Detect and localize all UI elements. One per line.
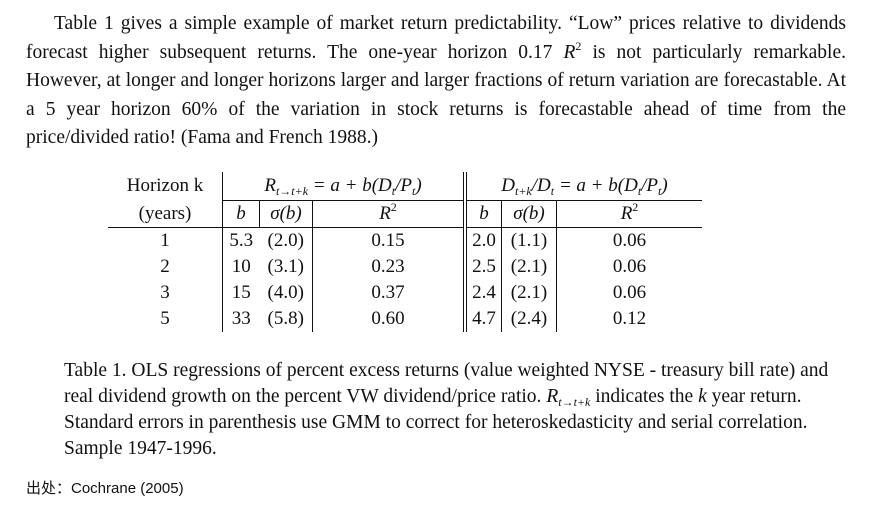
b1-cell: 15 bbox=[223, 280, 260, 306]
r2-cell: 0.06 bbox=[557, 228, 703, 255]
s2-cell: (2.1) bbox=[502, 254, 557, 280]
years-header: (years) bbox=[108, 201, 223, 228]
eq1-end: ) bbox=[415, 175, 421, 196]
s2-cell: (1.1) bbox=[502, 228, 557, 255]
b1-cell: 5.3 bbox=[223, 228, 260, 255]
b1-cell: 10 bbox=[223, 254, 260, 280]
r2-cell: 0.12 bbox=[557, 306, 703, 332]
b2-cell: 4.7 bbox=[465, 306, 502, 332]
r2-header-1-symbol: R bbox=[379, 203, 391, 224]
table-header-row-2: (years) b σ(b) R2 b σ(b) R2 bbox=[108, 201, 702, 228]
table-row: 2 10 (3.1) 0.23 2.5 (2.1) 0.06 bbox=[108, 254, 702, 280]
b1-cell: 33 bbox=[223, 306, 260, 332]
source-note: 出处：Cochrane (2005) bbox=[26, 477, 184, 498]
r1-cell: 0.23 bbox=[313, 254, 466, 280]
s2-cell: (2.1) bbox=[502, 280, 557, 306]
table-header-row-1: Horizon k Rt→t+k = a + b(Dt/Pt) Dt+k/Dt … bbox=[108, 172, 702, 201]
dividend-regression-header: Dt+k/Dt = a + b(Dt/Pt) bbox=[465, 172, 702, 201]
r2-symbol: R bbox=[564, 42, 576, 63]
eq1-rest: = a + b(D bbox=[308, 175, 392, 196]
horizon-header: Horizon k bbox=[108, 172, 223, 201]
r2-cell: 0.06 bbox=[557, 280, 703, 306]
horizon-cell: 3 bbox=[108, 280, 223, 306]
b-header-2: b bbox=[465, 201, 502, 228]
horizon-cell: 5 bbox=[108, 306, 223, 332]
r2-cell: 0.06 bbox=[557, 254, 703, 280]
eq2-mid: /D bbox=[532, 175, 551, 196]
table-caption: Table 1. OLS regressions of percent exce… bbox=[64, 358, 854, 462]
eq1-symbol: R bbox=[264, 175, 276, 196]
eq2-mid2: /P bbox=[641, 175, 658, 196]
caption-r-symbol: R bbox=[546, 386, 558, 407]
b2-cell: 2.5 bbox=[465, 254, 502, 280]
b-header-1: b bbox=[223, 201, 260, 228]
table-row: 3 15 (4.0) 0.37 2.4 (2.1) 0.06 bbox=[108, 280, 702, 306]
r1-cell: 0.37 bbox=[313, 280, 466, 306]
eq2-symbol: D bbox=[501, 175, 515, 196]
table-row: 1 5.3 (2.0) 0.15 2.0 (1.1) 0.06 bbox=[108, 228, 702, 255]
r2-header-1-sup: 2 bbox=[391, 200, 397, 214]
caption-k: k bbox=[698, 386, 707, 407]
regression-table: Horizon k Rt→t+k = a + b(Dt/Pt) Dt+k/Dt … bbox=[108, 172, 702, 332]
s1-cell: (3.1) bbox=[260, 254, 313, 280]
r2-header-2-sup: 2 bbox=[632, 200, 638, 214]
horizon-cell: 1 bbox=[108, 228, 223, 255]
sigma-header-1: σ(b) bbox=[260, 201, 313, 228]
s1-cell: (4.0) bbox=[260, 280, 313, 306]
table-row: 5 33 (5.8) 0.60 4.7 (2.4) 0.12 bbox=[108, 306, 702, 332]
eq1-sub: t→t+k bbox=[276, 184, 308, 198]
eq2-sub: t+k bbox=[515, 184, 532, 198]
r2-header-2-symbol: R bbox=[621, 203, 633, 224]
horizon-cell: 2 bbox=[108, 254, 223, 280]
s1-cell: (2.0) bbox=[260, 228, 313, 255]
b2-cell: 2.0 bbox=[465, 228, 502, 255]
eq1-mid: /P bbox=[395, 175, 412, 196]
return-regression-header: Rt→t+k = a + b(Dt/Pt) bbox=[223, 172, 466, 201]
r2-header-2: R2 bbox=[557, 201, 703, 228]
intro-paragraph: Table 1 gives a simple example of market… bbox=[26, 10, 846, 153]
eq2-end: ) bbox=[661, 175, 667, 196]
b2-cell: 2.4 bbox=[465, 280, 502, 306]
r1-cell: 0.15 bbox=[313, 228, 466, 255]
r1-cell: 0.60 bbox=[313, 306, 466, 332]
eq2-rest: = a + b(D bbox=[554, 175, 638, 196]
caption-r-sub: t→t+k bbox=[558, 395, 590, 409]
sigma-header-2: σ(b) bbox=[502, 201, 557, 228]
s1-cell: (5.8) bbox=[260, 306, 313, 332]
caption-text-2: indicates the bbox=[590, 386, 698, 407]
r2-header-1: R2 bbox=[313, 201, 466, 228]
s2-cell: (2.4) bbox=[502, 306, 557, 332]
